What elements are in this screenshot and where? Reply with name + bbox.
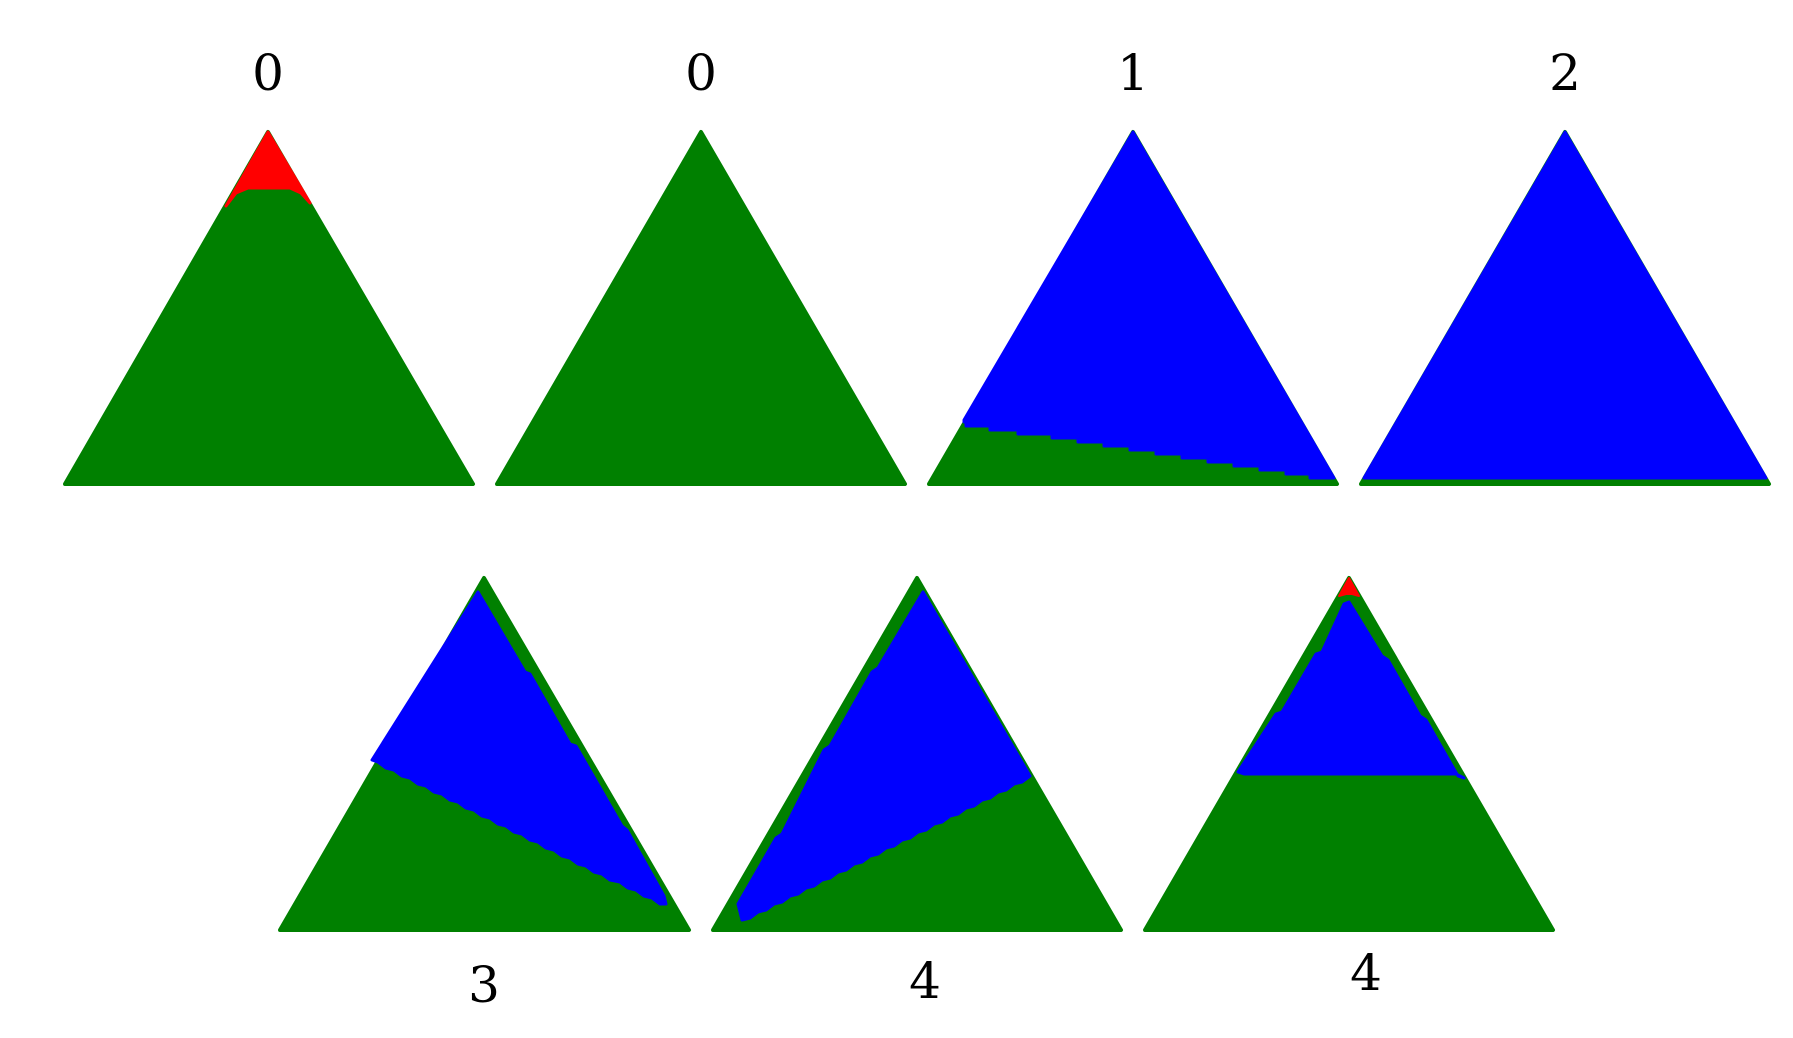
panel-7-blue-region xyxy=(1236,600,1466,780)
panel-1-label: 0 xyxy=(252,44,284,102)
panel-7-label: 4 xyxy=(1350,944,1382,1002)
panel-6-label: 4 xyxy=(909,952,941,1010)
panel-7: 4 xyxy=(1143,576,1555,1002)
panel-3-blue-region xyxy=(962,130,1336,480)
panel-1-green-region xyxy=(63,130,475,486)
panel-2-green-region xyxy=(495,130,907,486)
panel-6: 4 xyxy=(711,576,1123,1010)
panel-3: 1 xyxy=(927,44,1339,486)
panel-1-red-tip xyxy=(224,130,312,208)
panel-2: 0 xyxy=(495,44,907,486)
panel-4-blue-region xyxy=(1362,130,1768,480)
panel-4-label: 2 xyxy=(1549,44,1581,102)
panel-5-blue-region xyxy=(370,590,668,906)
panel-4: 2 xyxy=(1359,44,1771,486)
panel-5: 3 xyxy=(278,576,691,1014)
panel-2-label: 0 xyxy=(685,44,717,102)
panel-1: 0 xyxy=(63,44,475,486)
panel-7-red-tip xyxy=(1338,577,1360,597)
panel-3-label: 1 xyxy=(1117,44,1149,102)
panel-6-blue-region xyxy=(736,590,1032,922)
panel-5-label: 3 xyxy=(468,956,500,1014)
